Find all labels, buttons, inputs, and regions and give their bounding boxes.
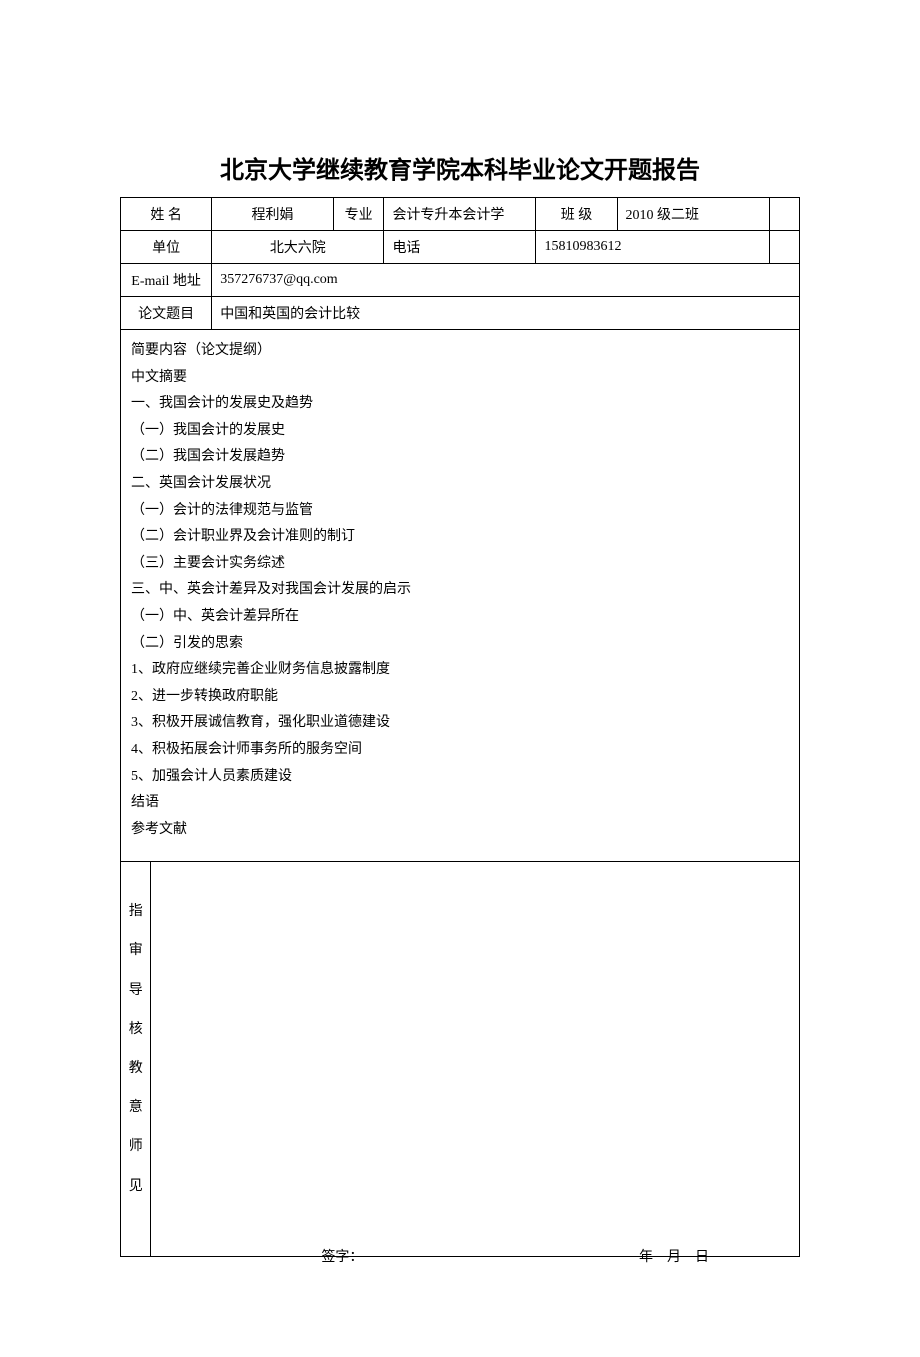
phone-value: 15810983612	[536, 231, 769, 264]
unit-value: 北大六院	[212, 231, 384, 264]
major-value: 会计专升本会计学	[384, 198, 536, 231]
report-form-table: 姓 名 程利娟 专业 会计专升本会计学 班 级 2010 级二班 单位 北大六院…	[120, 197, 800, 1257]
review-body	[151, 862, 800, 1236]
phone-label: 电话	[384, 231, 536, 264]
signature-label: 签字：	[321, 1246, 363, 1266]
outline-line: 二、英国会计发展状况	[131, 471, 789, 498]
row-review: 指审 导核 教意 师见	[121, 862, 800, 1236]
thesis-label: 论文题目	[121, 297, 212, 330]
outline-line: 结语	[131, 790, 789, 817]
review-label: 指审 导核 教意 师见	[121, 862, 151, 1236]
row-outline: 简要内容（论文提纲） 中文摘要 一、我国会计的发展史及趋势 （一）我国会计的发展…	[121, 330, 800, 862]
outline-line: （二）会计职业界及会计准则的制订	[131, 524, 789, 551]
outline-line: 中文摘要	[131, 365, 789, 392]
review-label-line: 导核	[125, 971, 146, 1049]
review-label-line: 师见	[125, 1127, 146, 1205]
outline-heading: 简要内容（论文提纲）	[131, 338, 789, 365]
email-value: 357276737@qq.com	[212, 264, 800, 297]
outline-line: （一）会计的法律规范与监管	[131, 498, 789, 525]
empty-cell	[769, 198, 800, 231]
class-label: 班 级	[536, 198, 617, 231]
outline-line: （二）我国会计发展趋势	[131, 444, 789, 471]
review-label-line: 教意	[125, 1049, 146, 1127]
thesis-value: 中国和英国的会计比较	[212, 297, 800, 330]
outline-line: （二）引发的思索	[131, 631, 789, 658]
outline-line: （一）中、英会计差异所在	[131, 604, 789, 631]
outline-line: 三、中、英会计差异及对我国会计发展的启示	[131, 577, 789, 604]
empty-cell	[769, 231, 800, 264]
outline-line: 5、加强会计人员素质建设	[131, 764, 789, 791]
outline-line: 2、进一步转换政府职能	[131, 684, 789, 711]
review-label-bottom	[121, 1236, 151, 1257]
outline-line: 3、积极开展诚信教育，强化职业道德建设	[131, 710, 789, 737]
outline-line: 一、我国会计的发展史及趋势	[131, 391, 789, 418]
outline-line: （一）我国会计的发展史	[131, 418, 789, 445]
date-label: 年 月 日	[639, 1246, 709, 1266]
row-thesis: 论文题目 中国和英国的会计比较	[121, 297, 800, 330]
row-signature: 签字： 年 月 日	[121, 1236, 800, 1257]
email-label: E-mail 地址	[121, 264, 212, 297]
unit-label: 单位	[121, 231, 212, 264]
major-label: 专业	[333, 198, 384, 231]
outline-line: 4、积极拓展会计师事务所的服务空间	[131, 737, 789, 764]
outline-content: 简要内容（论文提纲） 中文摘要 一、我国会计的发展史及趋势 （一）我国会计的发展…	[121, 330, 800, 862]
row-email: E-mail 地址 357276737@qq.com	[121, 264, 800, 297]
review-label-line: 指审	[125, 892, 146, 970]
outline-line: （三）主要会计实务综述	[131, 551, 789, 578]
document-title: 北京大学继续教育学院本科毕业论文开题报告	[120, 150, 800, 185]
outline-line: 参考文献	[131, 817, 789, 844]
row-name: 姓 名 程利娟 专业 会计专升本会计学 班 级 2010 级二班	[121, 198, 800, 231]
outline-line: 1、政府应继续完善企业财务信息披露制度	[131, 657, 789, 684]
signature-cell: 签字： 年 月 日	[151, 1236, 800, 1257]
class-value: 2010 级二班	[617, 198, 769, 231]
name-label: 姓 名	[121, 198, 212, 231]
row-unit: 单位 北大六院 电话 15810983612	[121, 231, 800, 264]
name-value: 程利娟	[212, 198, 334, 231]
